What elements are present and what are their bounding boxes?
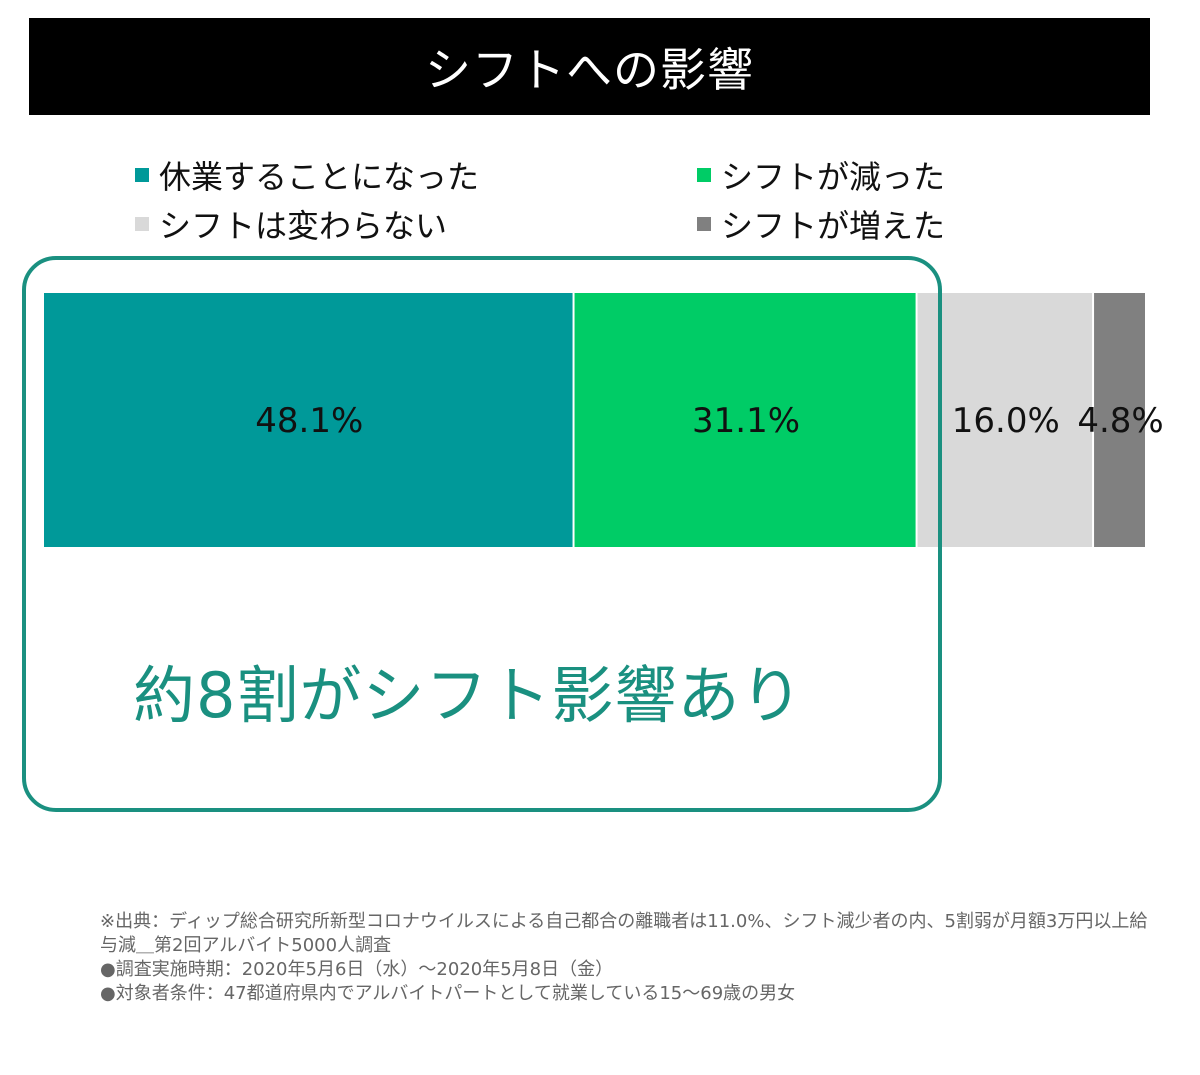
footnote-source: ※出典：ディップ総合研究所新型コロナウイルスによる自己都合の離職者は11.0%、…: [100, 911, 1148, 956]
legend-swatch: [135, 168, 149, 182]
footnotes: ※出典：ディップ総合研究所新型コロナウイルスによる自己都合の離職者は11.0%、…: [100, 910, 1160, 1006]
legend-swatch: [135, 217, 149, 231]
annotation-text: 約8割がシフト影響あり: [133, 659, 804, 732]
legend-item: シフトは変わらない: [135, 204, 448, 245]
legend-label: シフトが増えた: [721, 207, 946, 245]
bar-segment: [574, 293, 916, 547]
legend-label: 休業することになった: [159, 158, 480, 196]
legend-label: シフトが減った: [721, 158, 946, 196]
legend-item: シフトが減った: [697, 155, 946, 196]
bar-segment: [44, 293, 573, 547]
data-label: 4.8%: [1077, 401, 1163, 441]
highlight-box: [22, 256, 942, 812]
data-label: 16.0%: [952, 401, 1060, 441]
legend-item: 休業することになった: [135, 155, 480, 196]
bar-segment: [1094, 293, 1145, 547]
data-label: 31.1%: [692, 401, 800, 441]
legend-swatch: [697, 217, 711, 231]
legend-swatch: [697, 168, 711, 182]
bar-segment: [917, 293, 1093, 547]
legend-item: シフトが増えた: [697, 204, 946, 245]
data-label: 48.1%: [255, 401, 363, 441]
footnote-target: ●対象者条件：47都道府県内でアルバイトパートとして就業している15～69歳の男…: [100, 983, 796, 1004]
footnote-period: ●調査実施時期：2020年5月6日（水）～2020年5月8日（金）: [100, 959, 614, 980]
legend-label: シフトは変わらない: [159, 207, 448, 245]
chart-title: シフトへの影響: [29, 18, 1150, 115]
